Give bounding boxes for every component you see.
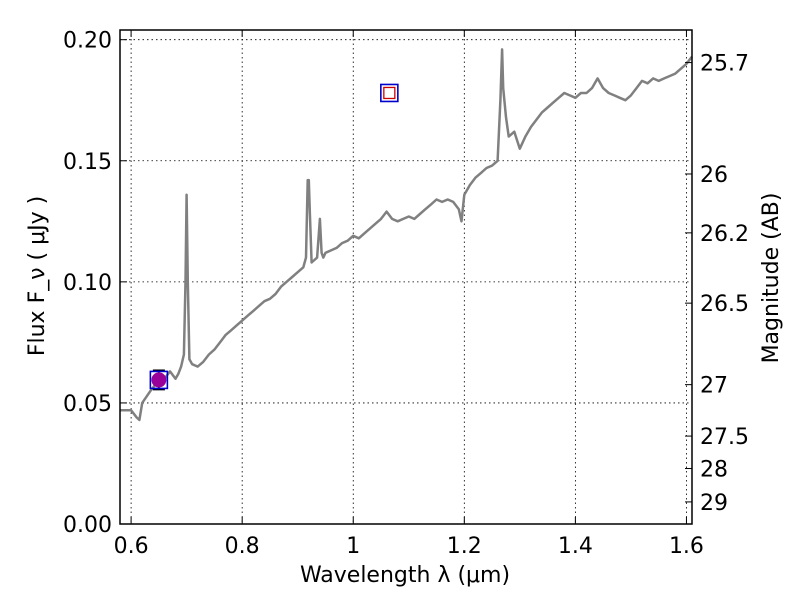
right-tick-label: 27.5 — [700, 425, 749, 450]
right-axis-label: Magnitude (AB) — [759, 193, 784, 364]
right-tick-label: 27 — [700, 374, 728, 399]
x-tick-label: 0.6 — [114, 534, 149, 559]
spectrum-line — [120, 48, 693, 422]
x-tick-label: 1 — [346, 534, 360, 559]
spectrum-layer — [120, 48, 693, 422]
y-tick-label: 0.00 — [63, 513, 112, 538]
plot-frame — [119, 29, 693, 525]
y-tick-label: 0.20 — [63, 29, 112, 54]
data-point-box — [149, 370, 169, 390]
right-tick-label: 26.5 — [700, 292, 749, 317]
y-tick-label: 0.10 — [63, 271, 112, 296]
right-tick-label: 29 — [700, 491, 728, 516]
grid-lines — [120, 30, 692, 524]
y-tick-label: 0.15 — [63, 150, 112, 175]
y-axis-ticks: 0.00 0.05 0.10 0.15 0.20 — [63, 29, 127, 538]
data-point-square — [383, 86, 396, 100]
right-axis-ticks: 25.7 26 26.2 26.5 27 27.5 28 29 — [685, 52, 749, 516]
data-point-box — [380, 83, 399, 103]
right-tick-label: 26 — [700, 163, 728, 188]
y-axis-label: Flux F_ν ( μJy ) — [25, 196, 50, 356]
x-axis-label: Wavelength λ (μm) — [300, 563, 510, 588]
x-tick-label: 1.6 — [669, 534, 704, 559]
x-tick-label: 0.8 — [225, 534, 260, 559]
y-tick-label: 0.05 — [63, 392, 112, 417]
right-tick-label: 25.7 — [700, 52, 749, 77]
x-axis-ticks: 0.6 0.8 1 1.2 1.4 1.6 — [114, 30, 704, 559]
x-tick-label: 1.2 — [447, 534, 482, 559]
photometry-points — [149, 83, 399, 391]
right-tick-label: 26.2 — [700, 222, 749, 247]
data-point-circle — [151, 372, 167, 388]
x-tick-label: 1.4 — [558, 534, 593, 559]
right-tick-label: 28 — [700, 458, 728, 483]
